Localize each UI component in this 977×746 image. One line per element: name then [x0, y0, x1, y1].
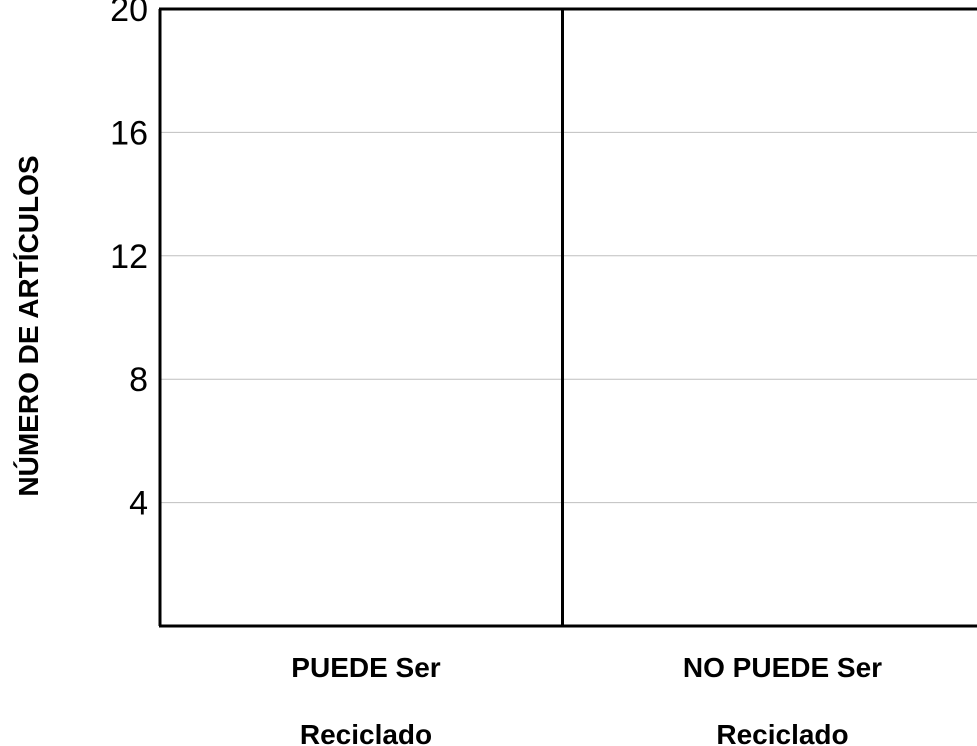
y-tick-label-12: 12	[110, 238, 148, 276]
x-category-labels: PUEDE Ser Reciclado NO PUEDE Ser Reciclado	[291, 652, 882, 746]
gridlines	[160, 131, 977, 504]
y-tick-label-4: 4	[129, 485, 148, 523]
x-category-label-line2: Reciclado	[716, 719, 848, 746]
y-tick-label-16: 16	[110, 114, 148, 152]
y-tick-labels: 4 8 12 16 20	[110, 0, 148, 523]
x-category-label-line2: Reciclado	[300, 719, 432, 746]
y-axis-title: NÚMERO DE ARTÍCULOS	[13, 155, 44, 496]
y-tick-label-8: 8	[129, 361, 148, 399]
y-tick-label-20: 20	[110, 0, 148, 29]
x-category-label-line1: PUEDE Ser	[291, 652, 440, 683]
axes	[158, 7, 977, 628]
x-category-label-line1: NO PUEDE Ser	[683, 652, 882, 683]
